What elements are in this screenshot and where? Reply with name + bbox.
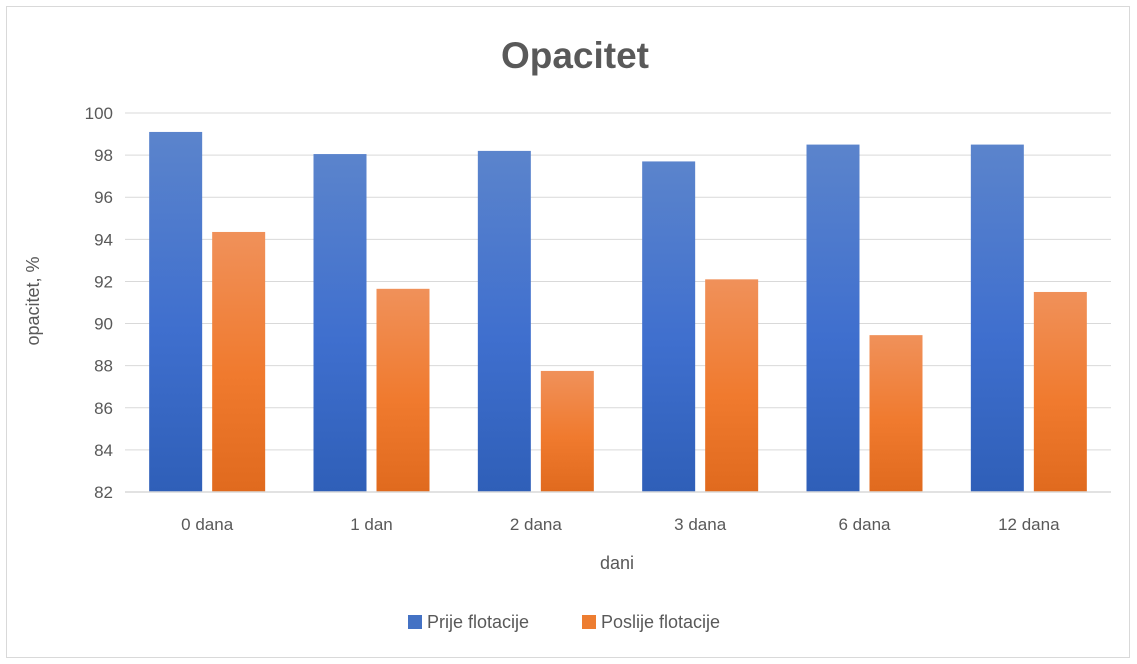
bar-prije [477, 150, 531, 492]
bars [149, 131, 1087, 493]
x-axis-title: dani [600, 553, 634, 573]
x-tick-label: 3 dana [674, 515, 727, 534]
bar-prije [970, 144, 1024, 493]
y-tick-label: 88 [94, 357, 113, 376]
y-tick-label: 100 [85, 104, 113, 123]
x-tick-label: 2 dana [510, 515, 563, 534]
bar-prije [642, 161, 696, 492]
bar-prije [313, 154, 367, 492]
bar-prije [806, 144, 860, 493]
x-axis-ticks: 0 dana 1 dan 2 dana 3 dana 6 dana 12 dana [181, 515, 1060, 534]
legend: Prije flotacije Poslije flotacije [408, 612, 720, 632]
bar-poslije [1033, 291, 1087, 492]
legend-swatch-0 [408, 615, 422, 629]
y-tick-label: 90 [94, 315, 113, 334]
bar-prije [149, 131, 203, 492]
gridlines [125, 112, 1111, 451]
y-tick-label: 82 [94, 483, 113, 502]
x-tick-label: 6 dana [839, 515, 892, 534]
y-tick-label: 96 [94, 188, 113, 207]
legend-swatch-1 [582, 615, 596, 629]
bar-poslije [705, 279, 759, 492]
y-tick-label: 92 [94, 272, 113, 291]
chart-title: Opacitet [501, 35, 649, 76]
y-tick-label: 94 [94, 230, 113, 249]
bar-poslije [869, 335, 923, 492]
y-tick-label: 84 [94, 441, 113, 460]
legend-label-0: Prije flotacije [427, 612, 529, 632]
x-tick-label: 12 dana [998, 515, 1060, 534]
x-tick-label: 1 dan [350, 515, 393, 534]
y-axis-title: opacitet, % [23, 256, 43, 345]
bar-poslije [212, 231, 266, 493]
bar-poslije [540, 370, 594, 492]
y-axis-ticks: 82 84 86 88 90 92 94 96 98 100 [85, 104, 113, 502]
y-tick-label: 86 [94, 399, 113, 418]
y-tick-label: 98 [94, 146, 113, 165]
x-tick-label: 0 dana [181, 515, 234, 534]
bar-poslije [376, 288, 430, 492]
legend-label-1: Poslije flotacije [601, 612, 720, 632]
